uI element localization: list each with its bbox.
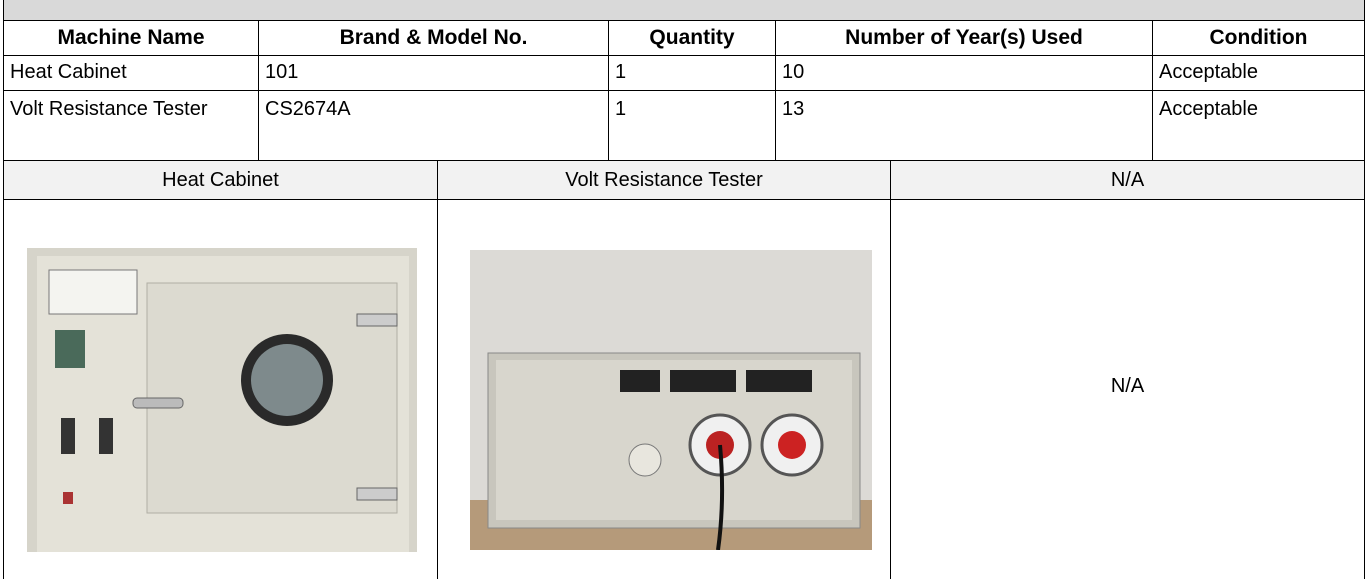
cell: Acceptable (1152, 90, 1365, 161)
cell: 101 (258, 55, 609, 91)
tester-photo (470, 250, 872, 550)
column-header: Quantity (608, 20, 776, 56)
column-header: Brand & Model No. (258, 20, 609, 56)
photo-caption: Volt Resistance Tester (437, 160, 891, 200)
section-band (3, 0, 1365, 21)
cell: Heat Cabinet (3, 55, 259, 91)
page: Machine Name Brand & Model No. Quantity … (0, 0, 1369, 573)
cell: Acceptable (1152, 55, 1365, 91)
heat-cabinet-photo (27, 248, 417, 552)
cell: 1 (608, 55, 776, 91)
photo-caption: N/A (890, 160, 1365, 200)
placeholder: N/A (890, 199, 1365, 579)
column-header: Condition (1152, 20, 1365, 56)
column-header: Machine Name (3, 20, 259, 56)
cell: CS2674A (258, 90, 609, 161)
column-header: Number of Year(s) Used (775, 20, 1153, 56)
cell: 13 (775, 90, 1153, 161)
photo-caption: Heat Cabinet (3, 160, 438, 200)
cell: 10 (775, 55, 1153, 91)
cell: Volt Resistance Tester (3, 90, 259, 161)
cell: 1 (608, 90, 776, 161)
